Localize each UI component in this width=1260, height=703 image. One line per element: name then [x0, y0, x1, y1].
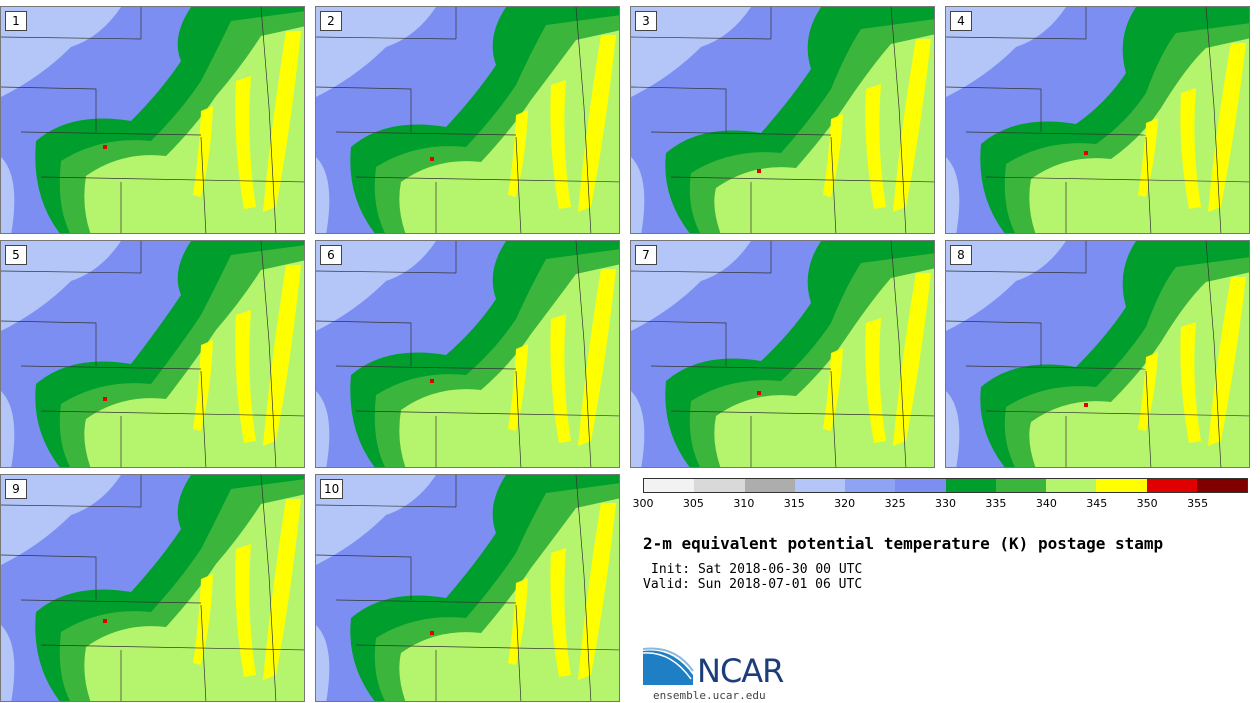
ensemble-member-panel-2: 2 — [315, 6, 620, 234]
colorbar-swatch — [644, 479, 695, 492]
colorbar-swatch — [845, 479, 896, 492]
ensemble-member-panel-6: 6 — [315, 240, 620, 468]
colorbar-tick: 320 — [834, 497, 856, 510]
member-label: 3 — [635, 11, 657, 31]
equivalent-potential-temperature-map — [631, 241, 934, 467]
equivalent-potential-temperature-map — [1, 475, 304, 701]
ncar-logo-icon — [643, 647, 694, 685]
colorbar-swatch — [794, 479, 845, 492]
ensemble-member-panel-5: 5 — [0, 240, 305, 468]
member-label: 2 — [320, 11, 342, 31]
member-label: 8 — [950, 245, 972, 265]
colorbar-swatch — [1146, 479, 1197, 492]
equivalent-potential-temperature-map — [631, 7, 934, 233]
colorbar-tick: 355 — [1187, 497, 1209, 510]
colorbar-swatch — [744, 479, 795, 492]
init-time: Init: Sat 2018-06-30 00 UTC — [651, 562, 863, 577]
valid-time: Valid: Sun 2018-07-01 06 UTC — [643, 577, 863, 592]
equivalent-potential-temperature-map — [1, 7, 304, 233]
ensemble-member-panel-10: 10 — [315, 474, 620, 702]
colorbar-swatch — [1096, 479, 1147, 492]
colorbar-swatch — [1196, 479, 1247, 492]
colorbar-tick: 345 — [1086, 497, 1108, 510]
colorbar-tick: 325 — [884, 497, 906, 510]
equivalent-potential-temperature-map — [316, 7, 619, 233]
colorbar-swatch — [945, 479, 996, 492]
plot-title: 2-m equivalent potential temperature (K)… — [643, 534, 1164, 553]
colorbar-tick: 305 — [682, 497, 704, 510]
ensemble-member-panel-3: 3 — [630, 6, 935, 234]
equivalent-potential-temperature-map — [316, 475, 619, 701]
equivalent-potential-temperature-map — [1, 241, 304, 467]
member-label: 5 — [5, 245, 27, 265]
ensemble-member-panel-1: 1 — [0, 6, 305, 234]
site-url: ensemble.ucar.edu — [653, 689, 766, 702]
colorbar-tick: 330 — [935, 497, 956, 510]
colorbar-swatch — [694, 479, 745, 492]
colorbar-tick-labels: 300 305 310 315 320 325 330 335 340 345 350 355 — [633, 497, 1248, 513]
member-label: 9 — [5, 479, 27, 499]
colorbar-tick: 350 — [1136, 497, 1158, 510]
member-label: 7 — [635, 245, 657, 265]
logo-wordmark: NCAR — [697, 652, 784, 690]
equivalent-potential-temperature-map — [316, 241, 619, 467]
colorbar-tick: 315 — [783, 497, 805, 510]
colorbar-tick: 340 — [1035, 497, 1057, 510]
ensemble-member-panel-4: 4 — [945, 6, 1250, 234]
colorbar-tick: 310 — [733, 497, 755, 510]
member-label: 10 — [320, 479, 344, 499]
equivalent-potential-temperature-map — [946, 241, 1249, 467]
colorbar — [643, 478, 1248, 493]
ensemble-member-panel-7: 7 — [630, 240, 935, 468]
equivalent-potential-temperature-map — [946, 7, 1249, 233]
colorbar-swatch — [895, 479, 946, 492]
colorbar-tick: 335 — [985, 497, 1007, 510]
colorbar-swatch — [1046, 479, 1097, 492]
member-label: 6 — [320, 245, 342, 265]
member-label: 4 — [950, 11, 972, 31]
member-label: 1 — [5, 11, 27, 31]
colorbar-swatch — [995, 479, 1046, 492]
colorbar-tick: 300 — [632, 497, 654, 510]
ensemble-member-panel-8: 8 — [945, 240, 1250, 468]
ensemble-member-panel-9: 9 — [0, 474, 305, 702]
